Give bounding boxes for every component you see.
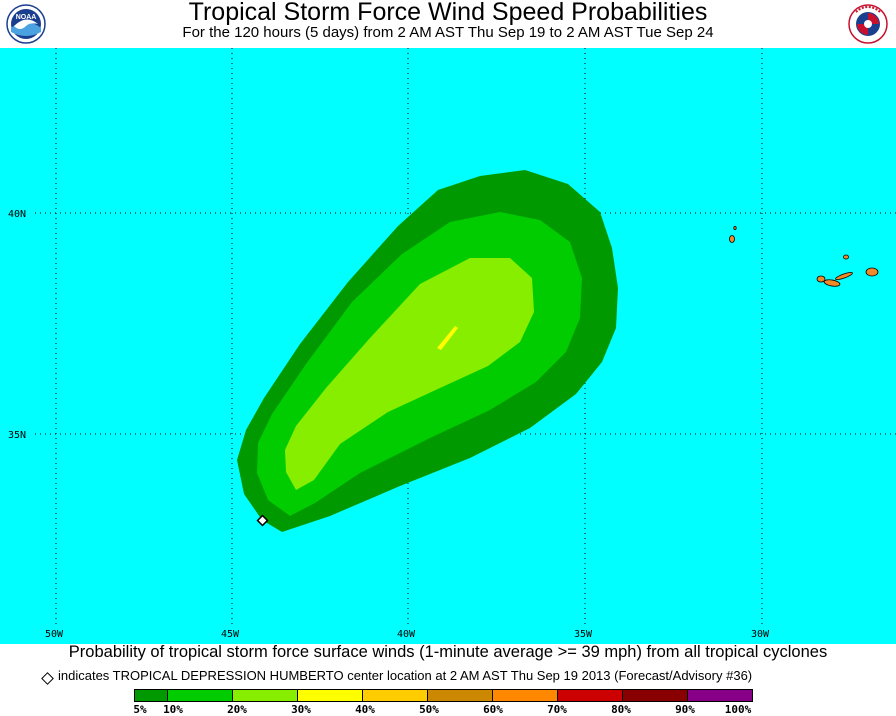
legend-label-10: 10% <box>163 703 183 716</box>
azores-islands <box>729 225 879 287</box>
legend-label-30: 30% <box>291 703 311 716</box>
lon-label-35w: 35W <box>574 629 593 640</box>
storm-center-marker <box>256 514 269 527</box>
lat-label-35n: 35N <box>8 430 26 441</box>
legend-label-40: 40% <box>355 703 375 716</box>
island-corvo <box>733 225 737 230</box>
lon-label-50w: 50W <box>45 629 64 640</box>
island-faial <box>816 275 826 283</box>
legend-swatch-20-30 <box>233 690 298 701</box>
legend-swatch-80-90 <box>623 690 688 701</box>
map-caption: Probability of tropical storm force surf… <box>68 643 828 661</box>
lon-label-40w: 40W <box>397 629 416 640</box>
page-title: Tropical Storm Force Wind Speed Probabil… <box>188 0 708 26</box>
island-graciosa <box>843 254 849 260</box>
island-terceira <box>865 267 879 277</box>
legend-label-50: 50% <box>419 703 439 716</box>
legend-label-5: 5% <box>133 703 147 716</box>
legend-swatch-90-100 <box>688 690 752 701</box>
legend-label-20: 20% <box>227 703 247 716</box>
lat-label-40n: 40N <box>8 209 26 220</box>
legend-label-90: 90% <box>675 703 695 716</box>
noaa-logo-icon: NOAA <box>6 4 46 44</box>
lon-label-30w: 30W <box>751 629 770 640</box>
probability-map: 40N 35N 50W 45W 40W 35W 30W <box>0 48 896 644</box>
lon-label-45w: 45W <box>221 629 240 640</box>
contour-30-percent <box>437 326 458 350</box>
legend-swatch-5-10 <box>135 690 168 701</box>
legend-label-70: 70% <box>547 703 567 716</box>
island-sao-jorge <box>835 271 853 281</box>
storm-center-note: indicates TROPICAL DEPRESSION HUMBERTO c… <box>58 668 753 683</box>
legend-label-80: 80% <box>611 703 631 716</box>
legend-label-60: 60% <box>483 703 503 716</box>
island-flores <box>729 235 735 243</box>
legend-swatch-10-20 <box>168 690 233 701</box>
legend-swatch-60-70 <box>493 690 558 701</box>
legend-swatch-70-80 <box>558 690 623 701</box>
page-subtitle: For the 120 hours (5 days) from 2 AM AST… <box>182 24 714 41</box>
legend-swatch-50-60 <box>428 690 493 701</box>
probability-contours <box>237 170 618 532</box>
map-header: NOAA Tropical Storm Force Wind Speed Pro… <box>0 0 896 48</box>
contour-20-percent <box>285 258 534 490</box>
noaa-logo-text: NOAA <box>16 14 37 21</box>
axis-labels: 40N 35N 50W 45W 40W 35W 30W <box>8 209 770 640</box>
map-footer: Probability of tropical storm force surf… <box>0 643 896 716</box>
probability-legend <box>134 689 753 702</box>
storm-center-legend-marker <box>41 672 54 685</box>
legend-swatch-30-40 <box>298 690 363 701</box>
legend-label-100: 100% <box>724 703 752 716</box>
national-weather-service-logo-icon <box>848 4 888 44</box>
legend-swatch-40-50 <box>363 690 428 701</box>
island-pico <box>823 279 841 287</box>
